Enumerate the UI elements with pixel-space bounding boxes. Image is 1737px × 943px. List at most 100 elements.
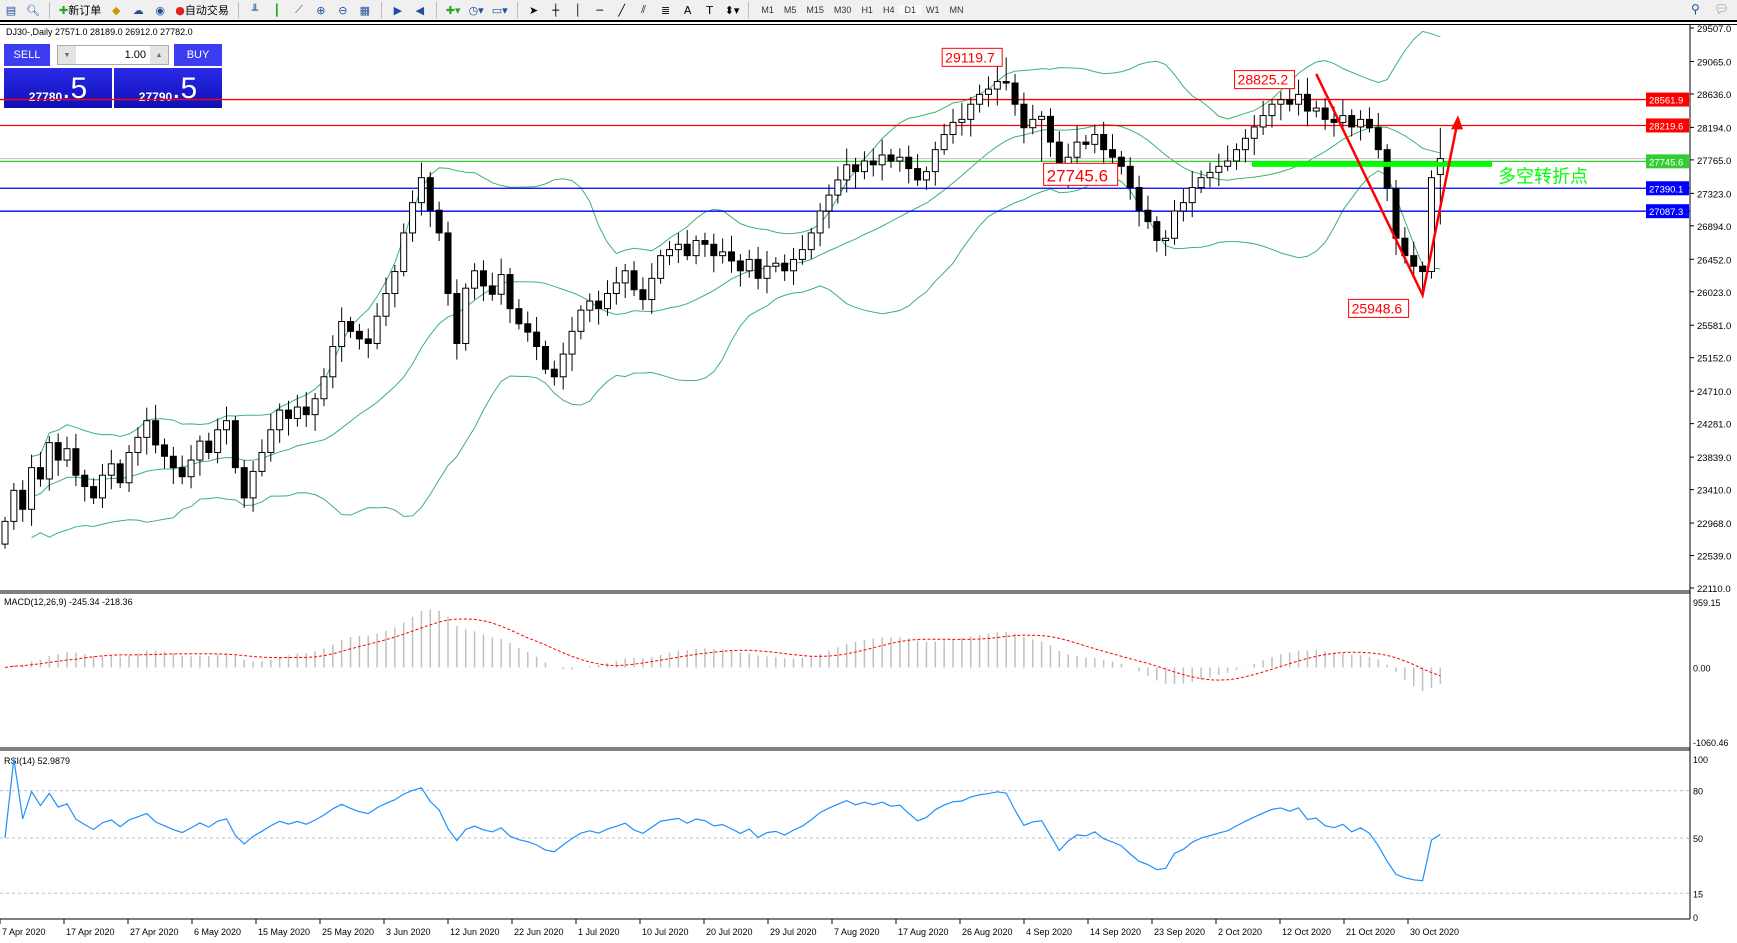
- candlestick: [426, 171, 434, 228]
- price-annotation-box: [1043, 162, 1119, 186]
- auto-scroll-icon[interactable]: ▶: [393, 3, 403, 17]
- candle-body: [577, 309, 585, 332]
- text-icon[interactable]: A: [683, 3, 692, 17]
- timeframe-m1[interactable]: M1: [761, 5, 774, 15]
- rsi-label: RSI(14) 52.9879: [4, 756, 70, 766]
- time-tick-label: 23 Sep 2020: [1154, 927, 1205, 937]
- periods-icon[interactable]: ◷▾: [468, 3, 484, 17]
- candlestick: [54, 433, 62, 476]
- lot-input[interactable]: 1.00: [124, 49, 146, 61]
- lot-stepper[interactable]: ▼ 1.00 ▲: [57, 45, 169, 65]
- candle-body: [1144, 209, 1152, 223]
- candle-body: [967, 103, 975, 120]
- toolbar-separator: [237, 2, 239, 18]
- candlestick: [807, 227, 815, 259]
- candle-body: [1215, 165, 1223, 173]
- candle-body: [568, 330, 576, 355]
- zoom-out-icon[interactable]: ⊖: [338, 3, 348, 17]
- candlestick: [479, 260, 487, 302]
- timeframe-w1[interactable]: W1: [925, 5, 940, 15]
- new-order-button[interactable]: ✚ 新订单: [57, 1, 103, 19]
- auto-trading-icon: ●: [175, 3, 185, 17]
- candle-body: [745, 258, 753, 272]
- templates-icon[interactable]: ▭▾: [491, 3, 508, 17]
- fibonacci-icon[interactable]: ≣: [661, 3, 671, 17]
- signals-icon[interactable]: ◉: [155, 3, 166, 17]
- chart-canvas[interactable]: 29507.0 29065.0 28636.0 28194.0 27765.0 27323…: [0, 24, 1737, 943]
- candle-body: [54, 442, 62, 461]
- candle-body: [958, 118, 966, 123]
- auto-trading-button[interactable]: ● 自动交易: [173, 1, 231, 19]
- candlestick: [152, 404, 160, 454]
- candle-body: [612, 282, 620, 295]
- candlestick: [107, 449, 115, 490]
- candlestick: [1312, 100, 1320, 118]
- candlestick: [72, 433, 80, 487]
- candle-body: [887, 154, 895, 162]
- crosshair-icon[interactable]: ┼: [552, 3, 559, 17]
- trendline-icon[interactable]: ╱: [618, 3, 625, 17]
- candle-body: [541, 345, 549, 370]
- line-chart-icon[interactable]: ⟋: [294, 3, 303, 16]
- timeframe-mn[interactable]: MN: [949, 5, 964, 15]
- candlestick: [1126, 157, 1134, 200]
- sell-button[interactable]: SELL: [4, 44, 50, 66]
- candle-body: [878, 154, 886, 166]
- lot-decrease-icon[interactable]: ▼: [58, 46, 76, 64]
- candlestick: [1091, 124, 1099, 154]
- zoom-in-icon[interactable]: ⊕: [316, 3, 326, 17]
- time-tick-label: 26 Aug 2020: [962, 927, 1013, 937]
- candle-body: [267, 429, 275, 453]
- lot-increase-icon[interactable]: ▲: [150, 46, 168, 64]
- horizontal-line-icon[interactable]: ─: [596, 3, 603, 17]
- time-tick-label: 27 Apr 2020: [130, 927, 179, 937]
- arrows-icon[interactable]: ⬍▾: [724, 3, 740, 17]
- candlestick: [692, 235, 700, 265]
- text-label-icon[interactable]: T: [706, 3, 713, 17]
- candle-body: [976, 93, 984, 105]
- candle-body: [116, 463, 124, 484]
- search-icon[interactable]: ⚲: [1690, 2, 1700, 16]
- time-tick-label: 25 May 2020: [322, 927, 374, 937]
- candle-body: [595, 300, 603, 310]
- tile-windows-icon[interactable]: ▦: [359, 3, 371, 17]
- timeframe-d1[interactable]: D1: [899, 5, 921, 15]
- timeframe-h4[interactable]: H4: [882, 5, 895, 15]
- price-tick-label: 22968.0: [1697, 519, 1731, 530]
- timeframe-h1[interactable]: H1: [861, 5, 873, 15]
- bar-chart-icon[interactable]: ╨: [251, 3, 259, 17]
- candle-body: [10, 489, 18, 522]
- time-tick-label: 3 Jun 2020: [386, 927, 431, 937]
- price-tick-label: 26894.0: [1697, 222, 1731, 233]
- timeframe-m30[interactable]: M30: [833, 5, 852, 15]
- candle-body: [905, 156, 913, 170]
- sell-price[interactable]: 27780.5: [4, 68, 112, 108]
- candlestick: [19, 480, 27, 522]
- buy-button[interactable]: BUY: [174, 44, 222, 66]
- candle-body: [28, 467, 36, 510]
- candle-body: [869, 160, 877, 166]
- candlestick: [1233, 143, 1241, 170]
- price-annotation-box: [1234, 70, 1296, 90]
- candlestick-chart-icon[interactable]: ┃: [273, 3, 281, 17]
- timeframe-m15[interactable]: M15: [806, 5, 824, 15]
- buy-price[interactable]: 27790.5: [114, 68, 222, 108]
- chart-shift-icon[interactable]: ◀: [415, 3, 425, 17]
- equidistant-channel-icon[interactable]: ⫽: [641, 3, 647, 16]
- vertical-line-icon[interactable]: │: [574, 3, 581, 17]
- candlestick: [444, 221, 452, 306]
- metaeditor-icon[interactable]: ◆: [111, 3, 121, 17]
- candlestick: [1277, 91, 1285, 121]
- candle-body: [143, 420, 151, 438]
- candle-body: [860, 160, 868, 173]
- candlestick: [586, 293, 594, 323]
- strategy-tester-icon[interactable]: 🔍︎: [26, 3, 40, 17]
- market-watch-icon[interactable]: ☁: [132, 3, 144, 17]
- chat-icon[interactable]: 💬︎: [1713, 2, 1729, 16]
- terminal-icon[interactable]: ▤: [5, 3, 17, 17]
- candle-body: [506, 274, 514, 310]
- cursor-icon[interactable]: ➤: [529, 3, 539, 17]
- indicators-icon[interactable]: ✚▾: [445, 3, 461, 17]
- timeframe-m5[interactable]: M5: [783, 5, 797, 15]
- candle-body: [825, 194, 833, 212]
